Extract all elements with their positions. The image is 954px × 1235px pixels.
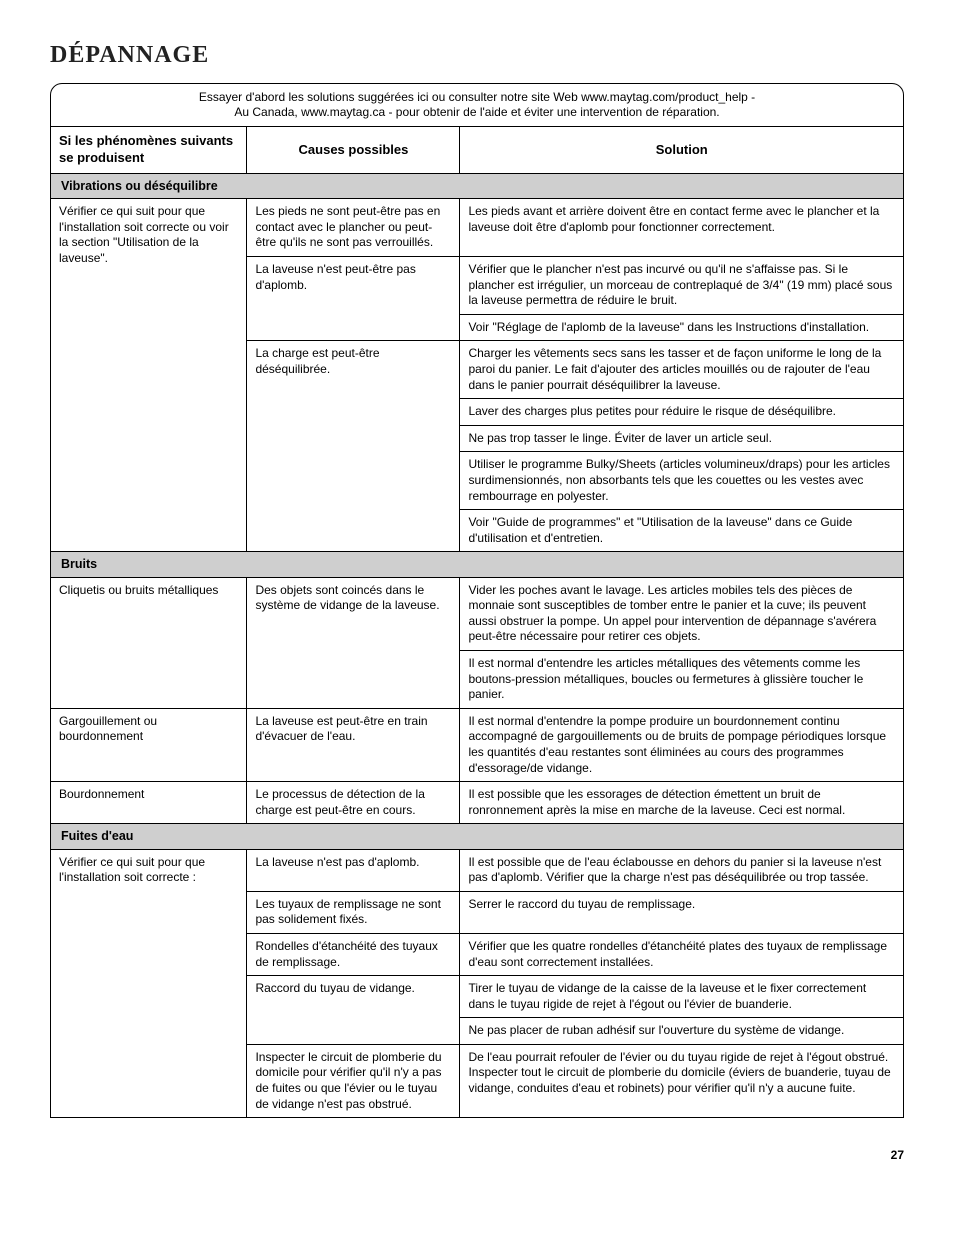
solution-cell: Utiliser le programme Bulky/Sheets (arti… bbox=[460, 452, 903, 510]
header-cause: Causes possibles bbox=[247, 127, 460, 174]
table-row: Cliquetis ou bruits métalliquesDes objet… bbox=[51, 577, 903, 650]
intro-line-2: Au Canada, www.maytag.ca - pour obtenir … bbox=[234, 105, 719, 119]
section-header-row: Bruits bbox=[51, 552, 903, 577]
section-header: Fuites d'eau bbox=[51, 824, 903, 849]
page-title: DÉPANNAGE bbox=[50, 40, 904, 71]
troubleshooting-frame: Essayer d'abord les solutions suggérées … bbox=[50, 83, 904, 1118]
solution-cell: Serrer le raccord du tuyau de remplissag… bbox=[460, 891, 903, 933]
header-symptom: Si les phénomènes suivants se produisent bbox=[51, 127, 247, 174]
cause-cell: La laveuse n'est peut-être pas d'aplomb. bbox=[247, 257, 460, 341]
table-row: BourdonnementLe processus de détection d… bbox=[51, 782, 903, 824]
table-row: Vérifier ce qui suit pour que l'installa… bbox=[51, 849, 903, 891]
table-row: Gargouillement ou bourdonnementLa laveus… bbox=[51, 708, 903, 781]
section-header: Vibrations ou déséquilibre bbox=[51, 173, 903, 198]
symptom-cell: Gargouillement ou bourdonnement bbox=[51, 708, 247, 781]
cause-cell: La charge est peut-être déséquilibrée. bbox=[247, 341, 460, 552]
header-row: Si les phénomènes suivants se produisent… bbox=[51, 127, 903, 174]
solution-cell: Les pieds avant et arrière doivent être … bbox=[460, 199, 903, 257]
solution-cell: Il est normal d'entendre les articles mé… bbox=[460, 650, 903, 708]
intro-text: Essayer d'abord les solutions suggérées … bbox=[51, 84, 903, 126]
solution-cell: Vérifier que le plancher n'est pas incur… bbox=[460, 257, 903, 315]
solution-cell: Il est possible que de l'eau éclabousse … bbox=[460, 849, 903, 891]
section-header-row: Fuites d'eau bbox=[51, 824, 903, 849]
solution-cell: Tirer le tuyau de vidange de la caisse d… bbox=[460, 976, 903, 1018]
symptom-cell: Bourdonnement bbox=[51, 782, 247, 824]
symptom-cell: Cliquetis ou bruits métalliques bbox=[51, 577, 247, 708]
section-header: Bruits bbox=[51, 552, 903, 577]
solution-cell: Ne pas trop tasser le linge. Éviter de l… bbox=[460, 425, 903, 452]
cause-cell: Le processus de détection de la charge e… bbox=[247, 782, 460, 824]
solution-cell: Vérifier que les quatre rondelles d'étan… bbox=[460, 933, 903, 975]
symptom-cell: Vérifier ce qui suit pour que l'installa… bbox=[51, 849, 247, 1117]
solution-cell: Vider les poches avant le lavage. Les ar… bbox=[460, 577, 903, 650]
symptom-cell: Vérifier ce qui suit pour que l'installa… bbox=[51, 199, 247, 552]
solution-cell: Il est normal d'entendre la pompe produi… bbox=[460, 708, 903, 781]
solution-cell: Voir "Guide de programmes" et "Utilisati… bbox=[460, 510, 903, 552]
solution-cell: Il est possible que les essorages de dét… bbox=[460, 782, 903, 824]
solution-cell: Charger les vêtements secs sans les tass… bbox=[460, 341, 903, 399]
cause-cell: Raccord du tuyau de vidange. bbox=[247, 976, 460, 1045]
solution-cell: Voir "Réglage de l'aplomb de la laveuse"… bbox=[460, 314, 903, 341]
section-header-row: Vibrations ou déséquilibre bbox=[51, 173, 903, 198]
cause-cell: Les tuyaux de remplissage ne sont pas so… bbox=[247, 891, 460, 933]
cause-cell: La laveuse n'est pas d'aplomb. bbox=[247, 849, 460, 891]
cause-cell: Les pieds ne sont peut-être pas en conta… bbox=[247, 199, 460, 257]
table-row: Vérifier ce qui suit pour que l'installa… bbox=[51, 199, 903, 257]
cause-cell: Des objets sont coincés dans le système … bbox=[247, 577, 460, 708]
solution-cell: De l'eau pourrait refouler de l'évier ou… bbox=[460, 1044, 903, 1117]
page-number: 27 bbox=[50, 1148, 904, 1164]
intro-line-1: Essayer d'abord les solutions suggérées … bbox=[199, 90, 755, 104]
troubleshooting-table: Si les phénomènes suivants se produisent… bbox=[51, 126, 903, 1117]
cause-cell: Inspecter le circuit de plomberie du dom… bbox=[247, 1044, 460, 1117]
cause-cell: Rondelles d'étanchéité des tuyaux de rem… bbox=[247, 933, 460, 975]
header-solution: Solution bbox=[460, 127, 903, 174]
solution-cell: Ne pas placer de ruban adhésif sur l'ouv… bbox=[460, 1018, 903, 1045]
cause-cell: La laveuse est peut-être en train d'évac… bbox=[247, 708, 460, 781]
solution-cell: Laver des charges plus petites pour rédu… bbox=[460, 399, 903, 426]
